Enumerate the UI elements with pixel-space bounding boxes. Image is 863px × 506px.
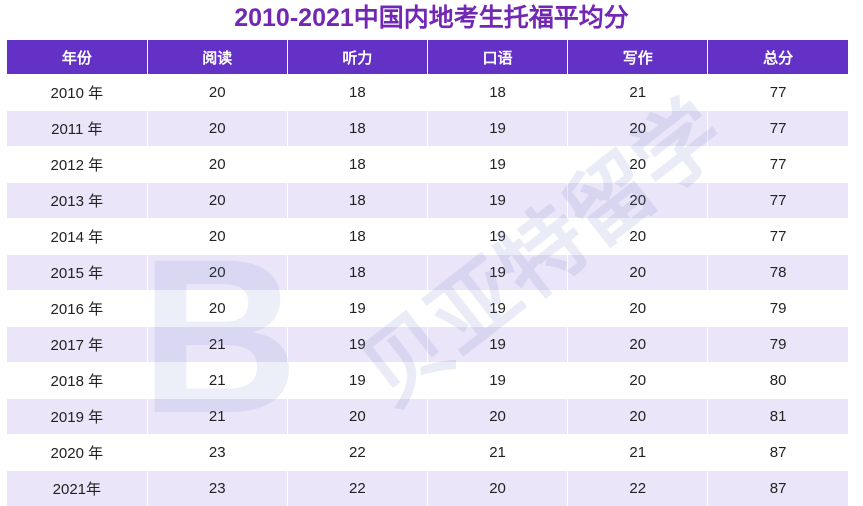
score-cell: 18	[427, 75, 567, 111]
column-header: 阅读	[147, 40, 287, 75]
year-cell: 2012 年	[7, 147, 147, 183]
year-cell: 2013 年	[7, 183, 147, 219]
year-cell: 2016 年	[7, 291, 147, 327]
score-cell: 19	[427, 327, 567, 363]
score-cell: 20	[147, 147, 287, 183]
column-header: 写作	[568, 40, 708, 75]
column-header: 年份	[7, 40, 147, 75]
score-cell: 19	[287, 327, 427, 363]
score-cell: 20	[568, 111, 708, 147]
score-cell: 22	[287, 471, 427, 506]
score-cell: 20	[147, 75, 287, 111]
score-cell: 18	[287, 255, 427, 291]
year-cell: 2019 年	[7, 399, 147, 435]
score-cell: 20	[287, 399, 427, 435]
score-cell: 19	[427, 219, 567, 255]
score-cell: 20	[147, 255, 287, 291]
score-cell: 20	[147, 291, 287, 327]
year-cell: 2018 年	[7, 363, 147, 399]
score-cell: 81	[708, 399, 848, 435]
year-cell: 2011 年	[7, 111, 147, 147]
score-cell: 20	[568, 327, 708, 363]
score-cell: 20	[147, 111, 287, 147]
score-cell: 19	[427, 363, 567, 399]
score-cell: 18	[287, 183, 427, 219]
score-cell: 21	[568, 435, 708, 471]
score-cell: 21	[427, 435, 567, 471]
year-cell: 2015 年	[7, 255, 147, 291]
score-cell: 20	[568, 363, 708, 399]
score-cell: 77	[708, 219, 848, 255]
score-cell: 22	[568, 471, 708, 506]
score-cell: 20	[427, 471, 567, 506]
score-cell: 77	[708, 111, 848, 147]
score-cell: 18	[287, 219, 427, 255]
score-cell: 21	[147, 363, 287, 399]
score-cell: 19	[287, 363, 427, 399]
score-cell: 77	[708, 183, 848, 219]
score-cell: 77	[708, 75, 848, 111]
column-header: 听力	[287, 40, 427, 75]
column-header: 总分	[708, 40, 848, 75]
score-cell: 20	[568, 291, 708, 327]
page-title: 2010-2021中国内地考生托福平均分	[0, 2, 863, 34]
score-cell: 87	[708, 435, 848, 471]
score-cell: 22	[287, 435, 427, 471]
score-cell: 19	[427, 111, 567, 147]
score-cell: 79	[708, 291, 848, 327]
score-cell: 20	[147, 219, 287, 255]
score-cell: 20	[568, 255, 708, 291]
year-cell: 2014 年	[7, 219, 147, 255]
score-cell: 20	[568, 219, 708, 255]
score-cell: 20	[147, 183, 287, 219]
score-cell: 87	[708, 471, 848, 506]
score-cell: 21	[147, 399, 287, 435]
score-cell: 23	[147, 435, 287, 471]
score-cell: 80	[708, 363, 848, 399]
score-cell: 19	[427, 291, 567, 327]
score-cell: 19	[427, 147, 567, 183]
column-header: 口语	[427, 40, 567, 75]
score-cell: 18	[287, 147, 427, 183]
score-cell: 20	[568, 147, 708, 183]
table-header-row: 年份阅读听力口语写作总分	[7, 40, 848, 75]
score-cell: 23	[147, 471, 287, 506]
score-cell: 78	[708, 255, 848, 291]
score-cell: 77	[708, 147, 848, 183]
score-cell: 20	[427, 399, 567, 435]
score-cell: 19	[427, 183, 567, 219]
year-cell: 2021年	[7, 471, 147, 506]
score-cell: 21	[568, 75, 708, 111]
year-cell: 2010 年	[7, 75, 147, 111]
score-cell: 20	[568, 399, 708, 435]
score-cell: 18	[287, 111, 427, 147]
score-cell: 18	[287, 75, 427, 111]
score-cell: 20	[568, 183, 708, 219]
score-cell: 19	[427, 255, 567, 291]
score-cell: 79	[708, 327, 848, 363]
score-cell: 19	[287, 291, 427, 327]
year-cell: 2017 年	[7, 327, 147, 363]
score-cell: 21	[147, 327, 287, 363]
year-cell: 2020 年	[7, 435, 147, 471]
